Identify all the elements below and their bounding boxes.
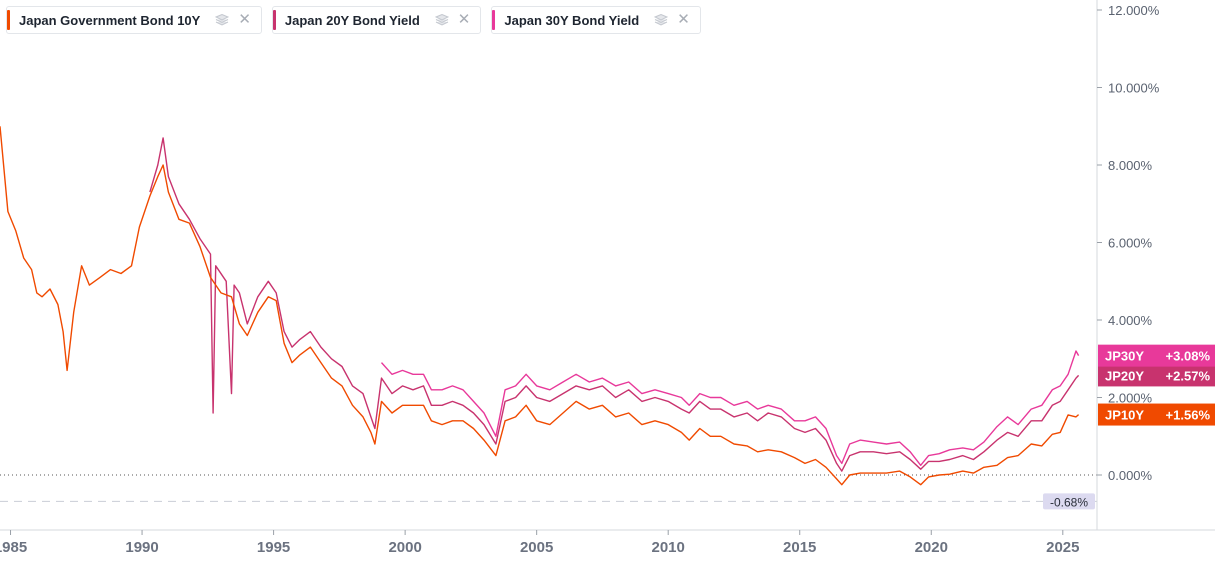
x-tick-label: 1995 — [257, 539, 290, 556]
y-tick-label: 0.000% — [1108, 468, 1153, 483]
legend-color-swatch — [492, 10, 496, 30]
x-tick-label: 2025 — [1046, 539, 1079, 556]
close-icon[interactable]: ✕ — [457, 11, 471, 28]
y-tick-label: 12.000% — [1108, 3, 1160, 18]
tag-ticker: JP30Y — [1105, 349, 1144, 364]
tag-value: +1.56% — [1166, 408, 1211, 423]
stack-icon[interactable] — [653, 13, 669, 27]
reference-label: -0.68% — [1050, 495, 1088, 509]
stack-icon[interactable] — [214, 13, 230, 27]
x-tick-label: 2020 — [915, 539, 948, 556]
legend-color-swatch — [272, 10, 276, 30]
y-tick-label: 6.000% — [1108, 236, 1153, 251]
legend-label: Japan Government Bond 10Y — [19, 12, 201, 28]
last-value-tag-jp20y: JP20Y +2.57% — [1098, 364, 1215, 387]
last-value-tags: JP10Y +1.56% JP20Y +2.57% JP30Y +3.08% — [1098, 344, 1215, 426]
y-tick-label: 4.000% — [1108, 313, 1153, 328]
x-tick-label: 2015 — [783, 539, 816, 556]
tag-ticker: JP10Y — [1105, 408, 1144, 423]
legend-item-jp20y[interactable]: Japan 20Y Bond Yield ✕ — [271, 6, 482, 34]
tag-value: +3.08% — [1166, 349, 1211, 364]
legend-item-jp10y[interactable]: Japan Government Bond 10Y ✕ — [6, 6, 262, 34]
y-axis[interactable]: 12.000% 10.000% 8.000% 6.000% 4.000% 2.000% 0.… — [1097, 3, 1160, 483]
tag-ticker: JP20Y — [1105, 368, 1144, 383]
close-icon[interactable]: ✕ — [677, 11, 690, 28]
reference-label-bg — [1043, 493, 1095, 510]
series-line-jp30y[interactable] — [380, 350, 1080, 466]
x-tick-label: 1990 — [125, 539, 158, 556]
series-layer — [0, 126, 1080, 486]
x-tick-label: 2005 — [520, 539, 553, 556]
tag-background — [1098, 364, 1215, 387]
last-value-tag-jp30y: JP30Y +3.08% — [1098, 344, 1215, 367]
tag-background — [1098, 403, 1215, 426]
reference-lines: -0.68% — [0, 474, 1097, 510]
x-axis[interactable]: 1985 1990 1995 2000 2005 2010 2015 2020 2025 — [0, 530, 1079, 556]
close-icon[interactable]: ✕ — [238, 11, 251, 28]
series-line-jp20y[interactable] — [149, 137, 1080, 472]
y-tick-label: 2.000% — [1108, 391, 1153, 406]
legend-label: Japan 30Y Bond Yield — [504, 12, 640, 28]
legend-label: Japan 20Y Bond Yield — [284, 12, 420, 28]
y-tick-label: 8.000% — [1108, 158, 1153, 173]
series-line-jp10y[interactable] — [0, 126, 1080, 486]
tag-background — [1098, 344, 1215, 367]
y-tick-label: 10.000% — [1108, 81, 1160, 96]
stack-icon[interactable] — [434, 13, 450, 27]
x-tick-label: 2010 — [652, 539, 685, 556]
legend-color-swatch — [7, 10, 10, 30]
x-tick-label: 1985 — [0, 539, 27, 556]
legend-item-jp30y[interactable]: Japan 30Y Bond Yield ✕ — [491, 6, 701, 34]
tag-value: +2.57% — [1166, 368, 1211, 383]
last-value-tag-jp10y: JP10Y +1.56% — [1098, 403, 1215, 426]
x-tick-label: 2000 — [388, 539, 421, 556]
legend: Japan Government Bond 10Y ✕ Japan 20Y Bo… — [6, 6, 701, 34]
